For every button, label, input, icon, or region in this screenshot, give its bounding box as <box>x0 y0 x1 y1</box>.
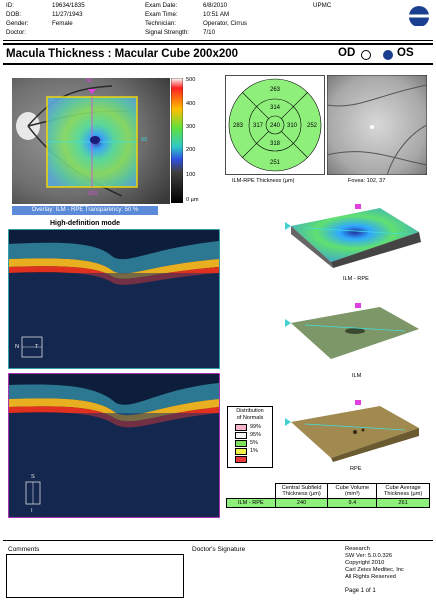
distribution-item: 1% <box>235 447 272 455</box>
doctor-label: Doctor: <box>6 29 26 36</box>
etdrs-outer-left: 283 <box>233 123 244 129</box>
colorbar-label: 400 <box>186 101 196 107</box>
technician-value: Operator, Cirrus <box>203 20 248 27</box>
title-divider <box>3 63 433 65</box>
fovea-caption: Fovea: 102, 37 <box>348 178 386 184</box>
software-info-line: Research <box>345 546 370 552</box>
software-info-line: Copyright 2010 <box>345 560 385 566</box>
etdrs-inner-bottom: 318 <box>270 141 281 147</box>
eye-os-radio <box>383 50 393 60</box>
distribution-item: 99% <box>235 423 272 431</box>
results-cube-average-value: 261 <box>376 498 430 508</box>
orientation-n: N <box>15 344 20 350</box>
etdrs-caption: ILM-RPE Thickness (µm) <box>232 178 295 184</box>
results-col-cube-average: Cube Average Thickness (µm) <box>376 483 430 499</box>
hd-mode-label: High-definition mode <box>50 220 120 227</box>
eye-od-radio <box>361 50 371 60</box>
fovea-fundus-image <box>327 75 427 175</box>
etdrs-inner-right: 310 <box>287 123 298 129</box>
gender-label: Gender: <box>6 20 29 27</box>
exam-date-value: 6/8/2010 <box>203 2 228 9</box>
surface-rpe-label: RPE <box>350 466 362 472</box>
results-col-central-subfield: Central Subfield Thickness (µm) <box>274 483 329 499</box>
distribution-label: 1% <box>250 448 258 454</box>
exam-date-label: Exam Date: <box>145 2 178 9</box>
thickness-colorbar <box>171 78 183 203</box>
results-table: Central Subfield Thickness (µm) Cube Vol… <box>226 483 430 508</box>
colorbar-label: 300 <box>186 124 196 130</box>
id-label: ID: <box>6 2 14 9</box>
distribution-title-line2: of Normals <box>236 414 264 421</box>
colorbar-label: 500 <box>186 77 196 83</box>
software-info-line: Carl Zeiss Meditec, Inc <box>345 567 404 573</box>
comments-box <box>6 554 184 598</box>
distribution-label: 95% <box>250 432 262 438</box>
distribution-title-line1: Distribution <box>236 408 264 414</box>
results-central-subfield-value: 240 <box>274 498 329 508</box>
software-info: Research SW Ver: 5.0.0.326 Copyright 201… <box>345 546 404 581</box>
distribution-swatch <box>235 439 247 447</box>
distribution-swatch <box>235 447 247 455</box>
oct-bscan-horizontal <box>8 229 220 369</box>
signal-value: 7/10 <box>203 29 216 36</box>
comments-label: Comments <box>8 546 40 553</box>
fundus-marker-top: 60 <box>86 78 93 84</box>
etdrs-center: 240 <box>270 123 281 129</box>
distribution-swatch <box>235 431 247 439</box>
zeiss-logo-icon <box>409 6 429 26</box>
results-cube-volume-value: 9.4 <box>327 498 378 508</box>
surface-ilm-rpe <box>285 204 421 268</box>
distribution-label: 5% <box>250 440 258 446</box>
footer-divider <box>3 540 433 541</box>
dob-value: 11/27/1943 <box>52 11 83 18</box>
orientation-t: T <box>35 344 39 350</box>
doctor-signature-label: Doctor's Signature <box>192 546 246 553</box>
colorbar-label: 100 <box>186 172 196 178</box>
oct-bscan-vertical <box>8 373 220 518</box>
header-divider-thick <box>3 43 433 45</box>
etdrs-outer-top: 263 <box>270 87 281 93</box>
software-info-line: SW Ver: 5.0.0.326 <box>345 553 393 559</box>
eye-od-label: OD <box>338 47 356 59</box>
header-divider <box>3 40 433 41</box>
distribution-item: 95% <box>235 431 272 439</box>
exam-time-value: 10:51 AM <box>203 11 230 18</box>
distribution-swatch <box>235 455 247 463</box>
id-value: 19634/1835 <box>52 2 85 9</box>
exam-time-label: Exam Time: <box>145 11 178 18</box>
etdrs-thickness-grid: 240 314 317 310 318 263 283 252 251 <box>225 75 325 175</box>
technician-label: Technician: <box>145 20 176 27</box>
dob-label: DOB: <box>6 11 22 18</box>
overlay-caption: Overlay: ILM - RPE Transparency: 50 % <box>12 206 158 215</box>
results-col-cube-volume: Cube Volume (mm³) <box>327 483 378 499</box>
fundus-marker-bottom: 100 <box>88 191 98 197</box>
orientation-s: S <box>31 474 35 480</box>
distribution-item <box>235 455 272 463</box>
page-title: Macula Thickness : Macular Cube 200x200 <box>6 48 239 60</box>
distribution-label: 99% <box>250 424 262 430</box>
colorbar-label: 200 <box>186 147 196 153</box>
etdrs-outer-right: 252 <box>307 123 318 129</box>
surface-ilm <box>285 303 419 359</box>
gender-value: Female <box>52 20 73 27</box>
surface-ilm-label: ILM <box>352 373 362 379</box>
distribution-legend: Distribution of Normals 99% 95% 5% 1% <box>227 406 273 468</box>
eye-os-label: OS <box>397 47 414 59</box>
signal-label: Signal Strength: <box>145 29 190 36</box>
institution: UPMC <box>313 2 332 9</box>
fundus-marker-right: 60 <box>141 137 148 143</box>
etdrs-inner-top: 314 <box>270 105 281 111</box>
surface-rpe <box>285 400 419 462</box>
etdrs-inner-left: 317 <box>253 123 264 129</box>
results-row-label: ILM - RPE <box>226 498 276 508</box>
fundus-thickness-overlay <box>12 78 170 204</box>
etdrs-outer-bottom: 251 <box>270 160 281 166</box>
page-number: Page 1 of 1 <box>345 588 376 594</box>
colorbar-label: 0 µm <box>186 197 199 203</box>
distribution-swatch <box>235 423 247 431</box>
distribution-item: 5% <box>235 439 272 447</box>
surface-ilm-rpe-label: ILM - RPE <box>343 276 369 282</box>
orientation-i: I <box>31 508 33 514</box>
software-info-line: All Rights Reserved <box>345 574 396 580</box>
